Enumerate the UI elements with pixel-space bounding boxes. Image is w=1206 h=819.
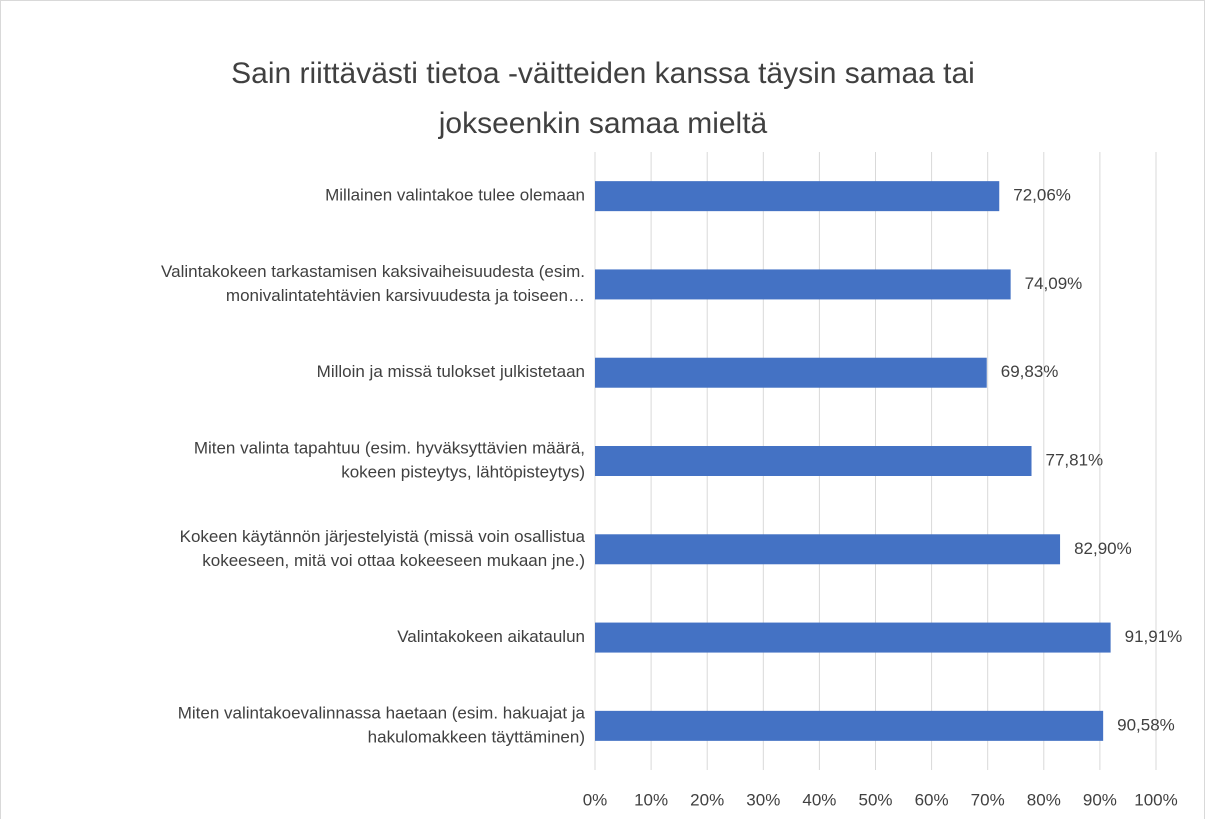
y-tick-label: kokeen pisteytys, lähtöpisteytys) <box>341 462 585 481</box>
x-tick-label: 40% <box>802 790 836 809</box>
bar <box>595 534 1061 565</box>
y-tick-label: Milloin ja missä tulokset julkistetaan <box>317 362 585 381</box>
chart-title: jokseenkin samaa mieltä <box>438 107 768 140</box>
x-tick-label: 80% <box>1027 790 1061 809</box>
y-tick-label: kokeeseen, mitä voi ottaa kokeeseen muka… <box>202 551 585 570</box>
x-tick-label: 100% <box>1134 790 1177 809</box>
y-tick-label: Millainen valintakoe tulee olemaan <box>325 186 585 205</box>
data-label: 91,91% <box>1125 627 1183 646</box>
bar <box>595 181 1000 212</box>
y-tick-label: Miten valintakoevalinnassa haetaan (esim… <box>178 703 586 722</box>
x-tick-label: 50% <box>858 790 892 809</box>
y-tick-label: Valintakokeen aikataulun <box>397 627 585 646</box>
chart-title: Sain riittävästi tietoa -väitteiden kans… <box>231 57 975 90</box>
x-tick-label: 60% <box>915 790 949 809</box>
bar <box>595 357 987 388</box>
x-tick-label: 0% <box>583 790 608 809</box>
data-label: 72,06% <box>1013 186 1071 205</box>
bar <box>595 446 1032 476</box>
x-tick-label: 10% <box>634 790 668 809</box>
bar <box>595 710 1104 741</box>
y-tick-label: monivalintatehtävien karsivuudesta ja to… <box>226 286 585 305</box>
data-label: 90,58% <box>1117 715 1175 734</box>
y-tick-label: Miten valinta tapahtuu (esim. hyväksyttä… <box>194 438 585 457</box>
data-label: 77,81% <box>1046 450 1104 469</box>
x-tick-label: 30% <box>746 790 780 809</box>
x-tick-label: 70% <box>971 790 1005 809</box>
data-label: 74,09% <box>1025 274 1083 293</box>
bar <box>595 269 1011 300</box>
y-tick-label: Valintakokeen tarkastamisen kaksivaiheis… <box>161 262 585 281</box>
y-tick-label: hakulomakkeen täyttäminen) <box>368 727 585 746</box>
data-label: 69,83% <box>1001 362 1059 381</box>
y-tick-label: Kokeen käytännön järjestelyistä (missä v… <box>180 527 586 546</box>
data-label: 82,90% <box>1074 539 1132 558</box>
x-tick-label: 90% <box>1083 790 1117 809</box>
bar <box>595 622 1111 653</box>
x-tick-label: 20% <box>690 790 724 809</box>
